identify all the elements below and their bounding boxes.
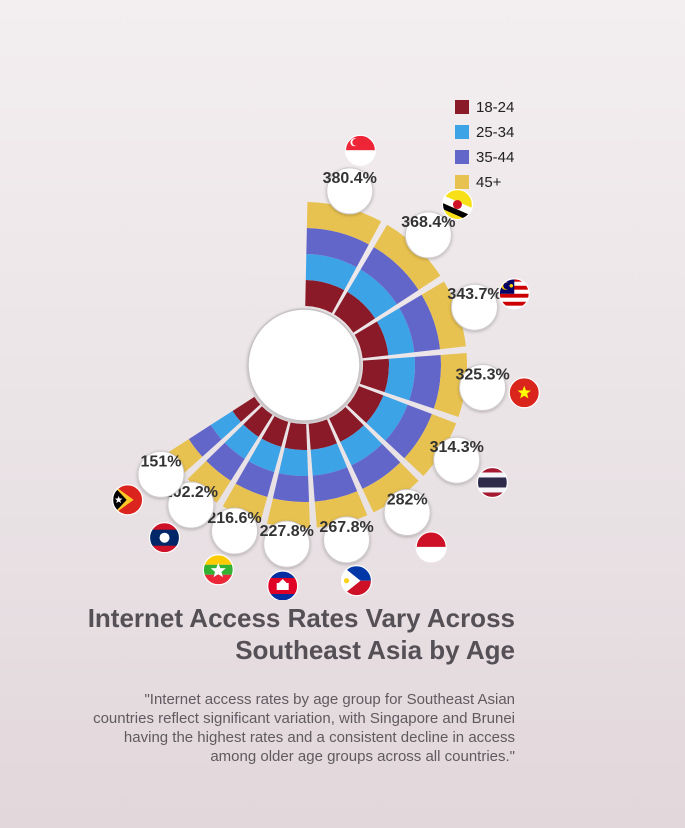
value-bubble [433,436,481,484]
segment-vietnam-35-44 [409,354,441,409]
chart-description: "Internet access rates by age group for … [45,690,515,766]
segment-singapore-25-34 [305,254,357,291]
segment-laos-45+ [187,460,231,503]
value-bubble [459,364,507,412]
segment-cambodia-18-24 [284,422,308,450]
segment-thailand-45+ [404,414,457,476]
total-label: 216.6% [207,510,261,527]
segment-timor-leste-35-44 [188,425,222,457]
segment-philippines-18-24 [308,419,338,450]
brunei-flag-icon [441,188,474,221]
total-label: 282% [387,492,428,509]
timor-leste-flag-icon [112,484,144,516]
segment-brunei-35-44 [360,247,419,305]
chart-flags [112,134,540,600]
legend-swatch [455,100,469,114]
segment-myanmar-18-24 [261,416,289,447]
segment-vietnam-18-24 [359,358,389,393]
segment-indonesia-18-24 [329,406,364,442]
segment-brunei-25-34 [347,269,397,319]
laos-flag-icon [148,522,181,554]
malaysia-flag-icon [498,278,530,310]
total-label: 267.8% [319,519,373,536]
title-line-2: Southeast Asia by Age [235,635,515,665]
segment-laos-25-34 [224,424,259,459]
segment-indonesia-25-34 [340,425,383,466]
segment-malaysia-25-34 [376,308,415,356]
segment-malaysia-45+ [421,281,466,350]
segment-singapore-18-24 [305,280,345,314]
segment-cambodia-35-44 [272,473,310,502]
value-bubble [167,481,215,529]
segment-indonesia-45+ [362,462,419,513]
legend-swatch [455,175,469,189]
segment-laos-18-24 [243,406,273,437]
segment-malaysia-18-24 [354,321,389,359]
total-label: 227.8% [260,523,314,540]
philippines-flag-icon [340,565,373,597]
singapore-flag-icon [344,134,377,166]
total-label: 151% [141,453,182,470]
value-bubble [263,520,311,568]
page-title: Internet Access Rates Vary Across Southe… [35,602,515,666]
segment-myanmar-45+ [222,483,268,523]
legend-swatch [455,125,469,139]
vietnam-flag-icon [508,377,540,409]
value-bubble [404,211,452,259]
segment-indonesia-35-44 [351,443,401,489]
legend-label: 18-24 [476,99,514,116]
legend-label: 35-44 [476,149,514,166]
segment-timor-leste-25-34 [210,410,241,440]
thailand-flag-icon [476,466,508,499]
description-line-1: "Internet access rates by age group for … [144,691,515,708]
segment-malaysia-35-44 [399,294,441,353]
chart-labels: 380.4% 368.4% 343.7% 325.3% 314.3% 282% 267.8%… [137,167,510,568]
segment-cambodia-25-34 [278,447,309,477]
segment-timor-leste-18-24 [232,396,261,422]
description-line-4: among older age groups across all countr… [210,748,515,765]
segment-philippines-25-34 [310,443,348,476]
indonesia-flag-icon [415,531,447,563]
segment-singapore-45+ [306,202,382,245]
chart-segments [166,202,467,528]
segment-thailand-35-44 [385,404,432,459]
legend-label: 45+ [476,174,502,191]
description-line-2: countries reflect significant variation,… [93,710,515,727]
cambodia-flag-icon [267,570,299,600]
center-circle [247,308,361,422]
description-line-3: having the highest rates and a consisten… [123,729,515,746]
segment-myanmar-35-44 [235,461,275,497]
total-label: 325.3% [455,367,509,384]
value-bubble [323,516,371,564]
value-bubble [137,450,185,498]
segment-brunei-18-24 [334,291,376,333]
segment-laos-35-44 [206,442,245,481]
value-bubble [326,167,374,215]
total-label: 380.4% [323,170,377,187]
legend-swatch [455,150,469,164]
segment-thailand-18-24 [347,386,384,423]
value-bubble [383,489,431,537]
title-line-1: Internet Access Rates Vary Across [87,603,515,633]
total-label: 314.3% [430,439,484,456]
total-label: 368.4% [401,214,455,231]
segment-vietnam-45+ [433,353,467,417]
value-bubble [210,507,258,555]
radial-bar-chart: 380.4% 368.4% 343.7% 325.3% 314.3% 282% 267.8%… [112,99,540,600]
segment-myanmar-25-34 [248,438,282,472]
myanmar-flag-icon [202,554,234,586]
value-bubble [450,283,498,331]
legend: 18-24 25-34 35-44 45+ [455,99,514,191]
segment-singapore-35-44 [306,228,369,268]
segment-vietnam-25-34 [384,356,415,401]
segment-thailand-25-34 [366,395,408,441]
segment-brunei-45+ [373,224,441,290]
segment-cambodia-45+ [266,498,311,528]
total-label: 343.7% [447,286,501,303]
legend-label: 25-34 [476,124,514,141]
segment-philippines-35-44 [312,467,358,502]
